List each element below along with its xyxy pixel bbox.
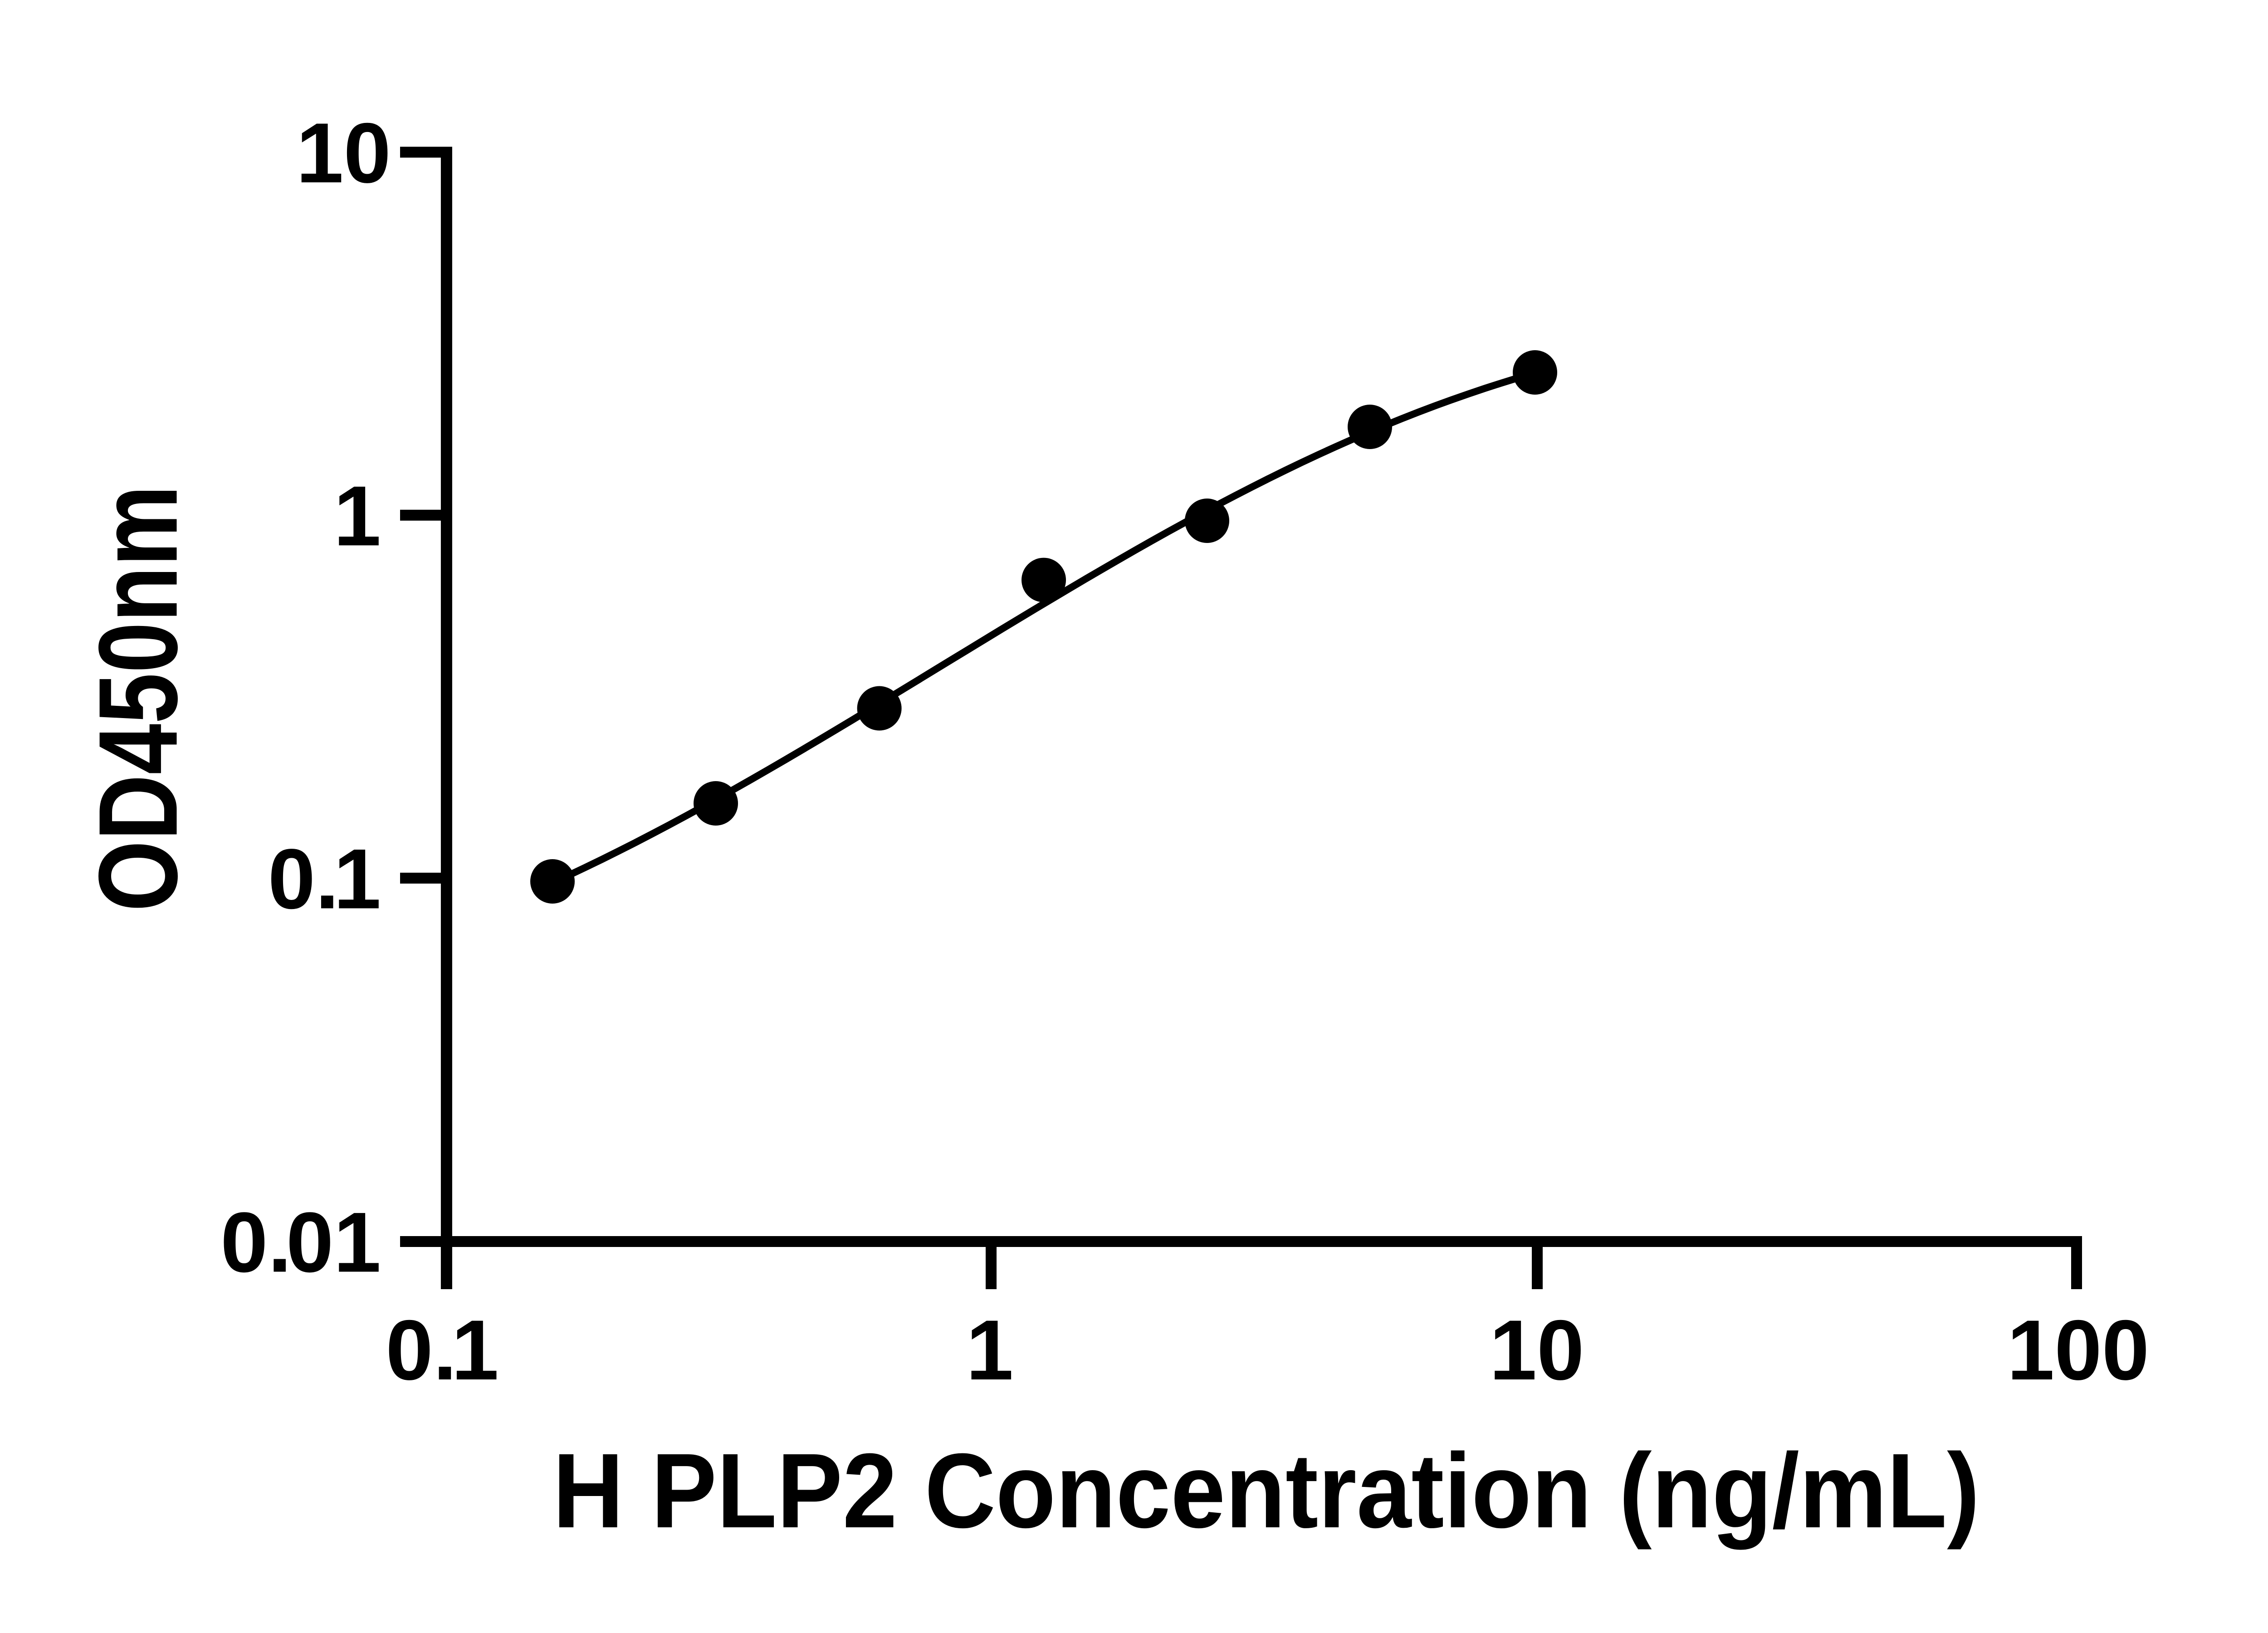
svg-text:100: 100 <box>2007 1302 2150 1398</box>
svg-text:10: 10 <box>296 105 391 200</box>
svg-text:0.1: 0.1 <box>268 831 381 926</box>
svg-text:OD450nm: OD450nm <box>76 485 201 912</box>
svg-text:0.1: 0.1 <box>386 1302 499 1398</box>
svg-text:0.01: 0.01 <box>220 1195 381 1290</box>
svg-text:10: 10 <box>1489 1302 1584 1398</box>
svg-text:H PLP2 Concentration (ng/mL): H PLP2 Concentration (ng/mL) <box>553 1431 1980 1550</box>
svg-text:1: 1 <box>333 468 381 563</box>
svg-text:1: 1 <box>966 1302 1014 1398</box>
